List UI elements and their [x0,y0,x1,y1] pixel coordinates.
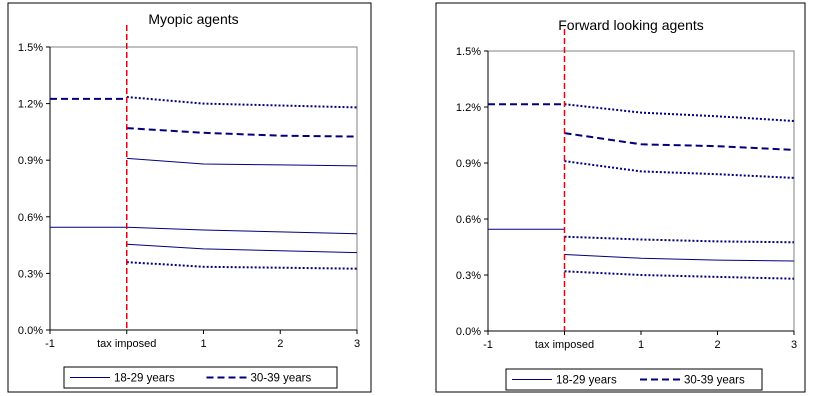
series-line-30-39-years [564,132,795,151]
legend-label: 30-39 years [251,373,312,385]
series-line-30-39-years [564,160,795,179]
y-tick-label: 1.5% [456,46,481,58]
chart-title: Forward looking agents [558,17,704,33]
y-tick-label: 0.6% [18,212,43,224]
y-tick-label: 0.9% [456,158,481,170]
chart-2: Forward looking agents 0.0% 0.3% 0.6% 0.9% 1.… [435,2,806,393]
legend-label: 18-29 years [114,373,175,385]
y-tick-label: 1.2% [18,99,43,111]
series-line-30-39-years [126,127,358,138]
x-tick-label: 1 [200,338,206,350]
y-tick-label: 0.0% [456,326,481,338]
legend-label: 18-29 years [556,375,617,387]
x-tick-label: 2 [277,338,283,350]
series-line-18-29-years [126,157,358,167]
x-tick-label: 3 [791,339,797,351]
x-tick-label: 3 [354,338,360,350]
y-tick-label: 0.0% [18,325,43,337]
series-line-30-39-years [126,96,358,109]
y-tick-label: 0.6% [456,214,481,226]
x-tick-label: -1 [483,339,493,351]
x-tick-label: tax imposed [535,339,594,351]
legend-box [505,368,763,391]
y-tick-label: 0.9% [18,155,43,167]
series-line-18-29-years [564,254,795,262]
x-tick-label: -1 [45,338,55,350]
y-tick-label: 0.3% [456,270,481,282]
plot-area [49,46,358,331]
plot-area [487,50,795,332]
y-tick-label: 1.5% [18,42,43,54]
series-line-18-29-years [126,261,358,270]
chart-1: Myopic agents 0.0% 0.3% 0.6% 0.9% 1.2% 1.5% -1 t… [7,2,372,393]
chart-title: Myopic agents [148,11,238,27]
legend-label: 30-39 years [684,375,745,387]
legend: 18-29 years 30-39 years [505,368,763,391]
y-tick-label: 0.3% [18,268,43,280]
x-tick-label: tax imposed [97,338,156,350]
y-tick-label: 1.2% [456,102,481,114]
series-line-18-29-years [126,226,358,235]
legend: 18-29 years 30-39 years [63,366,338,389]
x-tick-label: 2 [714,339,720,351]
series-line-18-29-years [126,243,358,254]
x-tick-label: 1 [638,339,644,351]
legend-box [63,366,338,389]
